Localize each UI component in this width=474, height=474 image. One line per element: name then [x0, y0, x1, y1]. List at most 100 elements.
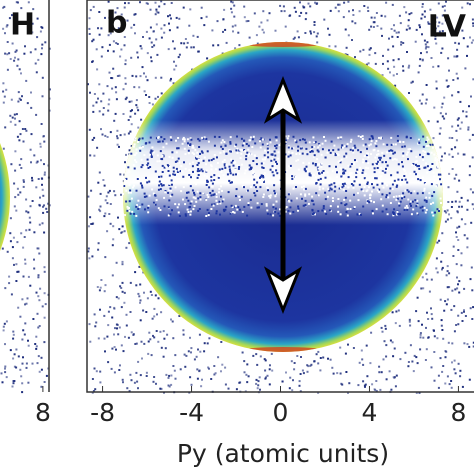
noise-dot [2, 329, 5, 332]
noise-dot [264, 359, 267, 362]
band-dot [432, 201, 435, 204]
noise-dot [16, 64, 19, 67]
band-dot [230, 161, 233, 164]
noise-dot [111, 347, 114, 350]
band-dot [195, 183, 197, 186]
noise-dot [135, 104, 138, 107]
noise-dot [459, 100, 462, 103]
band-dot [200, 168, 203, 171]
noise-dot [358, 10, 361, 13]
band-dot [218, 136, 221, 138]
band-dot [308, 172, 311, 175]
band-dot [378, 156, 381, 159]
band-dot [393, 208, 396, 211]
noise-dot [150, 354, 153, 357]
band-dot [436, 154, 439, 157]
noise-dot [348, 382, 351, 385]
noise-dot [408, 320, 411, 323]
band-dot [255, 163, 258, 166]
noise-dot [385, 1, 388, 4]
band-dot [237, 206, 240, 209]
noise-dot [25, 302, 28, 305]
band-dot [138, 137, 141, 140]
band-dot [148, 180, 151, 183]
band-dot [285, 170, 288, 173]
band-dot [170, 179, 173, 182]
noise-dot [230, 0, 233, 3]
band-dot [232, 179, 235, 182]
noise-dot [97, 242, 100, 245]
noise-dot [28, 216, 31, 219]
noise-dot [457, 283, 459, 286]
band-dot [120, 184, 122, 186]
band-dot [308, 141, 311, 144]
band-dot [345, 152, 348, 155]
band-dot [152, 201, 155, 204]
noise-dot [155, 382, 157, 385]
band-dot [341, 177, 344, 179]
noise-dot [152, 334, 154, 337]
noise-dot [108, 16, 111, 19]
band-dot [446, 159, 448, 161]
noise-dot [436, 120, 439, 123]
noise-dot [123, 36, 126, 38]
noise-dot [43, 163, 45, 166]
noise-dot [20, 7, 23, 10]
band-dot [424, 183, 427, 186]
band-dot [255, 157, 258, 160]
band-dot [375, 161, 378, 164]
noise-dot [15, 366, 18, 369]
noise-dot [123, 19, 126, 22]
noise-dot [37, 58, 40, 61]
band-dot [289, 212, 292, 215]
band-dot [403, 175, 406, 177]
noise-dot [451, 200, 454, 203]
noise-dot [464, 315, 467, 317]
band-dot [311, 213, 314, 216]
band-dot [138, 206, 141, 208]
band-dot [425, 196, 428, 199]
band-dot [322, 205, 325, 208]
noise-dot [416, 362, 419, 365]
noise-dot [352, 14, 355, 16]
noise-dot [315, 35, 318, 38]
noise-dot [371, 383, 374, 386]
band-dot [317, 167, 320, 170]
noise-dot [424, 43, 427, 46]
band-dot [363, 182, 366, 184]
noise-dot [150, 41, 153, 44]
noise-dot [290, 360, 293, 363]
band-dot [295, 153, 298, 155]
band-dot [395, 173, 398, 175]
band-dot [210, 175, 213, 178]
band-dot [342, 188, 345, 191]
noise-dot [270, 352, 273, 355]
noise-dot [14, 150, 17, 153]
band-dot [178, 215, 181, 217]
noise-dot [108, 98, 111, 101]
noise-dot [112, 238, 115, 241]
noise-dot [9, 114, 12, 117]
band-dot [267, 156, 270, 159]
band-dot [176, 171, 179, 173]
noise-dot [213, 365, 216, 367]
band-dots [120, 135, 448, 217]
band-dot [272, 158, 275, 161]
noise-dot [87, 247, 90, 250]
band-dot [127, 140, 130, 143]
band-dot [382, 143, 385, 146]
noise-dot [441, 102, 444, 105]
band-dot [317, 194, 320, 197]
noise-dot [155, 330, 158, 332]
band-dot [426, 136, 429, 139]
band-dot [285, 139, 287, 142]
band-dot [324, 180, 327, 182]
noise-dot [314, 1, 317, 4]
noise-dot [222, 30, 224, 33]
noise-dot [415, 28, 418, 31]
band-dot [321, 142, 324, 145]
band-dot [341, 186, 344, 189]
band-dot [249, 198, 252, 201]
noise-dot [152, 380, 155, 383]
band-dot [434, 157, 437, 160]
